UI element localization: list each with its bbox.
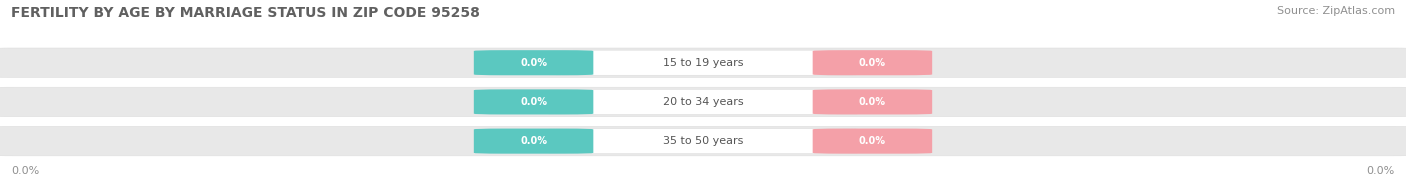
Text: 0.0%: 0.0% [11,166,39,176]
FancyBboxPatch shape [0,126,1406,156]
Text: 35 to 50 years: 35 to 50 years [662,136,744,146]
FancyBboxPatch shape [0,48,1406,77]
FancyBboxPatch shape [0,87,1406,117]
FancyBboxPatch shape [813,89,932,114]
Text: 15 to 19 years: 15 to 19 years [662,58,744,68]
FancyBboxPatch shape [548,50,858,75]
Text: 0.0%: 0.0% [520,136,547,146]
FancyBboxPatch shape [548,89,858,114]
Text: 0.0%: 0.0% [859,58,886,68]
FancyBboxPatch shape [474,89,593,114]
FancyBboxPatch shape [813,50,932,75]
FancyBboxPatch shape [474,50,593,75]
FancyBboxPatch shape [548,129,858,154]
Text: FERTILITY BY AGE BY MARRIAGE STATUS IN ZIP CODE 95258: FERTILITY BY AGE BY MARRIAGE STATUS IN Z… [11,6,479,20]
Text: 0.0%: 0.0% [520,97,547,107]
Text: 0.0%: 0.0% [1367,166,1395,176]
Text: Source: ZipAtlas.com: Source: ZipAtlas.com [1277,6,1395,16]
Text: 20 to 34 years: 20 to 34 years [662,97,744,107]
Text: 0.0%: 0.0% [859,136,886,146]
Text: 0.0%: 0.0% [859,97,886,107]
FancyBboxPatch shape [813,129,932,154]
FancyBboxPatch shape [474,129,593,154]
Text: 0.0%: 0.0% [520,58,547,68]
